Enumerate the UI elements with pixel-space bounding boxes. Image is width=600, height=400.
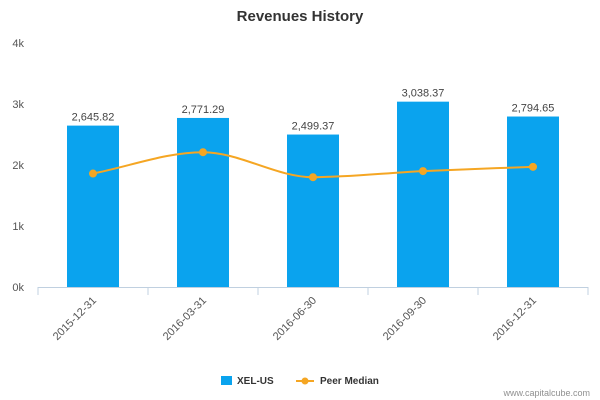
bar-data-label: 2,645.82 <box>72 112 115 124</box>
x-axis: 2015-12-31 2016-03-31 2016-06-30 2016-09-30… <box>37 287 589 343</box>
x-tick-label: 2016-12-31 <box>491 295 539 343</box>
peer-median-point-2016-12-31 <box>529 162 537 171</box>
y-tick-label: 0k <box>12 282 24 294</box>
peer-median-point-2016-09-30 <box>419 167 427 176</box>
credit-text: www.capitalcube.com <box>502 388 590 398</box>
y-tick-label: 1k <box>12 221 24 233</box>
bar-2016-09-30 <box>397 101 449 288</box>
y-tick-label: 4k <box>12 38 24 50</box>
y-tick-label: 3k <box>12 99 24 111</box>
bar-2016-03-31 <box>177 117 229 287</box>
y-tick-label: 2k <box>12 160 24 172</box>
bar-2016-12-31 <box>507 116 559 287</box>
legend-swatch-peer-median-marker <box>301 377 309 385</box>
bar-data-label: 2,499.37 <box>292 121 335 133</box>
peer-median-point-2016-06-30 <box>309 173 317 182</box>
bar-data-labels: 2,645.82 2,771.29 2,499.37 3,038.37 2,794.65 <box>72 88 555 133</box>
legend-label-peer-median: Peer Median <box>320 376 379 387</box>
bar-2016-06-30 <box>287 134 339 287</box>
legend-label-xel-us: XEL-US <box>237 376 274 387</box>
bar-series <box>67 101 559 288</box>
chart-title: Revenues History <box>237 8 364 25</box>
y-axis-ticks: 0k 1k 2k 3k 4k <box>12 38 24 294</box>
legend-swatch-xel-us <box>221 376 232 385</box>
peer-median-point-2015-12-31 <box>89 169 97 178</box>
peer-median-series <box>89 148 537 182</box>
x-tick-label: 2015-12-31 <box>51 295 99 343</box>
bar-data-label: 2,771.29 <box>182 104 225 116</box>
bar-2015-12-31 <box>67 125 119 287</box>
x-tick-label: 2016-03-31 <box>161 295 209 343</box>
legend: XEL-US Peer Median <box>221 376 379 387</box>
x-tick-label: 2016-09-30 <box>381 295 429 343</box>
x-tick-label: 2016-06-30 <box>271 295 319 343</box>
peer-median-point-2016-03-31 <box>199 148 207 157</box>
bar-data-label: 3,038.37 <box>402 88 445 100</box>
bar-data-label: 2,794.65 <box>512 103 555 115</box>
